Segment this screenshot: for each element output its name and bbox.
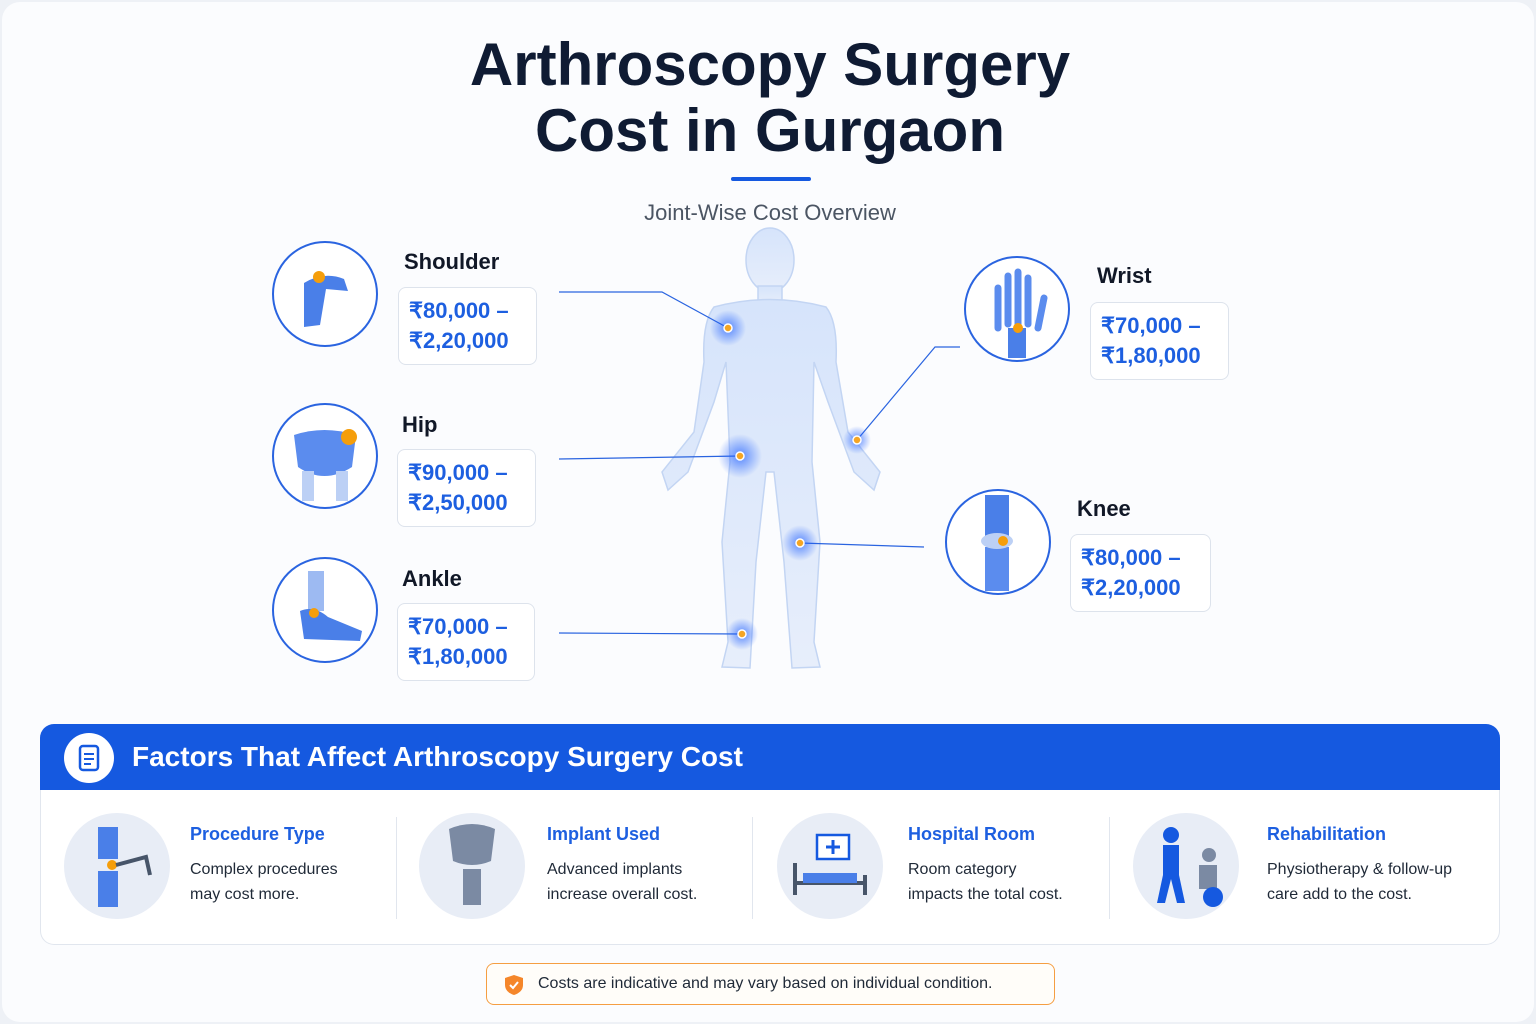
- shoulder-icon: [272, 241, 378, 347]
- note-box: Costs are indicative and may vary based …: [486, 963, 1055, 1005]
- factor-icon: [419, 813, 525, 919]
- cost-box: ₹90,000 – ₹2,50,000: [397, 449, 536, 527]
- joint-name: Shoulder: [404, 249, 500, 274]
- wrist-icon: [964, 256, 1070, 362]
- divider: [1109, 817, 1110, 919]
- cost-line: ₹80,000 –: [409, 298, 509, 323]
- joint-name: Ankle: [402, 566, 462, 591]
- cost-line: ₹70,000 –: [408, 614, 508, 639]
- cost-line: ₹90,000 –: [408, 460, 508, 485]
- cost-line: ₹2,50,000: [408, 490, 508, 515]
- factors-header: Factors That Affect Arthroscopy Surgery …: [40, 724, 1500, 792]
- factor-title: Procedure Type: [190, 824, 325, 844]
- cost-box: ₹70,000 – ₹1,80,000: [397, 603, 535, 681]
- desc-line: Advanced implants: [547, 861, 683, 878]
- desc-line: may cost more.: [190, 886, 300, 903]
- cost-line: ₹2,20,000: [409, 328, 509, 353]
- knee-icon: [945, 489, 1051, 595]
- desc-line: Complex procedures: [190, 861, 338, 878]
- desc-line: impacts the total cost.: [908, 886, 1063, 903]
- title: Arthroscopy Surgery: [469, 31, 1071, 98]
- cost-line: ₹80,000 –: [1081, 545, 1181, 570]
- desc-line: Physiotherapy & follow-up: [1267, 861, 1452, 878]
- divider: [396, 817, 397, 919]
- ankle-icon: [272, 557, 378, 663]
- factors-icon: [64, 733, 114, 783]
- divider: [752, 817, 753, 919]
- shield-icon: [505, 975, 523, 995]
- factor-icon: [777, 813, 883, 919]
- cost-box: ₹70,000 – ₹1,80,000: [1090, 302, 1229, 380]
- cost-box: ₹80,000 – ₹2,20,000: [398, 287, 537, 365]
- cost-line: ₹2,20,000: [1081, 575, 1181, 600]
- cost-line: ₹70,000 –: [1101, 313, 1201, 338]
- title-underline: [731, 177, 811, 181]
- factors-body: [40, 790, 1500, 945]
- cost-box: ₹80,000 – ₹2,20,000: [1070, 534, 1211, 612]
- desc-line: Room category: [908, 861, 1017, 878]
- hip-icon: [272, 403, 378, 509]
- factor-desc: Advanced implants increase overall cost.: [547, 857, 697, 907]
- factors-title: Factors That Affect Arthroscopy Surgery …: [132, 741, 743, 772]
- cost-line: ₹1,80,000: [1101, 343, 1201, 368]
- factor-desc: Complex procedures may cost more.: [190, 857, 338, 907]
- joint-name: Wrist: [1097, 263, 1152, 288]
- desc-line: care add to the cost.: [1267, 886, 1412, 903]
- factor-icon: [1133, 813, 1239, 919]
- factor-icon: [64, 813, 170, 919]
- body-diagram: [558, 227, 960, 669]
- desc-line: increase overall cost.: [547, 886, 698, 903]
- factor-title: Rehabilitation: [1267, 824, 1387, 844]
- note-text: Costs are indicative and may vary based …: [538, 975, 993, 992]
- title: Cost in Gurgaon: [535, 97, 1005, 164]
- subtitle: Joint-Wise Cost Overview: [644, 200, 896, 225]
- factor-title: Implant Used: [547, 824, 661, 844]
- factor-title: Hospital Room: [908, 824, 1036, 844]
- cost-line: ₹1,80,000: [408, 644, 508, 669]
- factor-desc: Room category impacts the total cost.: [908, 857, 1063, 907]
- joint-name: Knee: [1077, 496, 1131, 521]
- factor-desc: Physiotherapy & follow-up care add to the…: [1267, 857, 1452, 907]
- joint-name: Hip: [402, 412, 438, 437]
